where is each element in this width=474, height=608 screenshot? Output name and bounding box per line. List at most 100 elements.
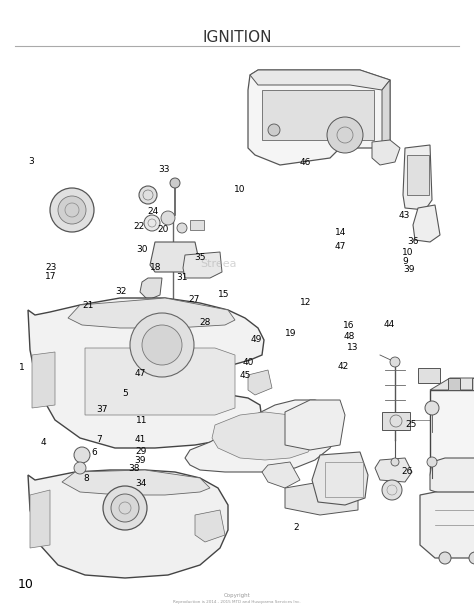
- Text: 27: 27: [189, 295, 200, 304]
- Text: 5: 5: [123, 390, 128, 398]
- Text: 1: 1: [18, 364, 24, 372]
- Text: 49: 49: [251, 335, 262, 344]
- Circle shape: [130, 313, 194, 377]
- Text: 39: 39: [403, 265, 415, 274]
- Text: 10: 10: [234, 185, 245, 194]
- Circle shape: [170, 178, 180, 188]
- Text: 42: 42: [337, 362, 349, 371]
- Polygon shape: [420, 492, 474, 558]
- Text: 7: 7: [97, 435, 102, 444]
- Text: Copyright: Copyright: [224, 593, 250, 598]
- Circle shape: [142, 325, 182, 365]
- Polygon shape: [62, 470, 210, 495]
- Polygon shape: [403, 145, 432, 210]
- Polygon shape: [413, 205, 440, 242]
- Text: 31: 31: [176, 274, 188, 282]
- Text: 38: 38: [128, 465, 140, 473]
- Text: 46: 46: [300, 159, 311, 167]
- Text: 12: 12: [300, 298, 311, 306]
- Text: 4: 4: [41, 438, 46, 447]
- Text: 41: 41: [134, 435, 146, 444]
- Polygon shape: [372, 140, 400, 165]
- Bar: [407, 155, 429, 195]
- Text: 22: 22: [133, 222, 145, 230]
- Text: 33: 33: [159, 165, 170, 174]
- Text: 34: 34: [136, 479, 147, 488]
- Text: 47: 47: [335, 242, 346, 250]
- Circle shape: [391, 458, 399, 466]
- Circle shape: [111, 494, 139, 522]
- Text: 29: 29: [136, 447, 147, 456]
- Text: 10: 10: [402, 248, 413, 257]
- Bar: [382, 412, 410, 430]
- Text: 11: 11: [136, 416, 147, 425]
- Circle shape: [161, 211, 175, 225]
- Circle shape: [177, 223, 187, 233]
- Polygon shape: [150, 242, 200, 272]
- Circle shape: [144, 215, 160, 231]
- Bar: [418, 368, 440, 383]
- Circle shape: [382, 480, 402, 500]
- Polygon shape: [212, 412, 315, 460]
- Text: 10: 10: [18, 578, 34, 591]
- Text: Streea: Streea: [200, 260, 237, 269]
- Polygon shape: [248, 370, 272, 395]
- Text: 37: 37: [96, 406, 108, 414]
- Circle shape: [427, 457, 437, 467]
- Text: 39: 39: [134, 457, 146, 465]
- Polygon shape: [382, 80, 390, 148]
- Circle shape: [74, 462, 86, 474]
- Circle shape: [327, 117, 363, 153]
- Polygon shape: [140, 278, 162, 300]
- Polygon shape: [28, 470, 228, 578]
- Bar: [430, 390, 474, 475]
- Circle shape: [74, 447, 90, 463]
- Polygon shape: [285, 482, 358, 515]
- Polygon shape: [28, 298, 264, 448]
- Text: 48: 48: [344, 332, 355, 340]
- Bar: [448, 378, 460, 390]
- Bar: [190, 220, 204, 230]
- Polygon shape: [262, 462, 300, 488]
- Polygon shape: [430, 458, 474, 495]
- Text: 3: 3: [28, 157, 34, 165]
- Polygon shape: [375, 458, 412, 482]
- Text: 45: 45: [239, 371, 251, 379]
- Circle shape: [425, 401, 439, 415]
- Text: 8: 8: [83, 474, 89, 483]
- Circle shape: [50, 188, 94, 232]
- Circle shape: [58, 196, 86, 224]
- Text: 21: 21: [82, 302, 93, 310]
- Bar: [472, 378, 474, 390]
- Text: 19: 19: [285, 329, 296, 337]
- Text: 47: 47: [134, 370, 146, 378]
- Text: 6: 6: [91, 449, 97, 457]
- Text: 43: 43: [398, 212, 410, 220]
- Bar: [325, 462, 363, 497]
- Text: 24: 24: [147, 207, 158, 216]
- Text: 23: 23: [46, 263, 57, 272]
- Text: 20: 20: [158, 226, 169, 234]
- Text: 25: 25: [406, 420, 417, 429]
- Polygon shape: [195, 510, 225, 542]
- Text: 40: 40: [243, 359, 254, 367]
- Text: Reproduction is 2014 - 2015 MTD and Husqvarna Services Inc.: Reproduction is 2014 - 2015 MTD and Husq…: [173, 600, 301, 604]
- Text: 2: 2: [293, 523, 299, 532]
- Polygon shape: [250, 70, 390, 90]
- Polygon shape: [30, 490, 50, 548]
- Text: 14: 14: [335, 229, 346, 237]
- Polygon shape: [32, 352, 55, 408]
- Polygon shape: [68, 298, 235, 328]
- Text: 30: 30: [137, 245, 148, 254]
- Polygon shape: [85, 348, 235, 415]
- Text: 13: 13: [347, 344, 359, 352]
- Text: 32: 32: [116, 288, 127, 296]
- Polygon shape: [285, 400, 345, 450]
- Text: 26: 26: [401, 467, 412, 475]
- Text: 35: 35: [195, 253, 206, 261]
- Polygon shape: [185, 400, 338, 472]
- Text: 36: 36: [408, 237, 419, 246]
- Text: 44: 44: [384, 320, 395, 328]
- Text: 18: 18: [150, 263, 161, 272]
- Text: 15: 15: [218, 290, 229, 299]
